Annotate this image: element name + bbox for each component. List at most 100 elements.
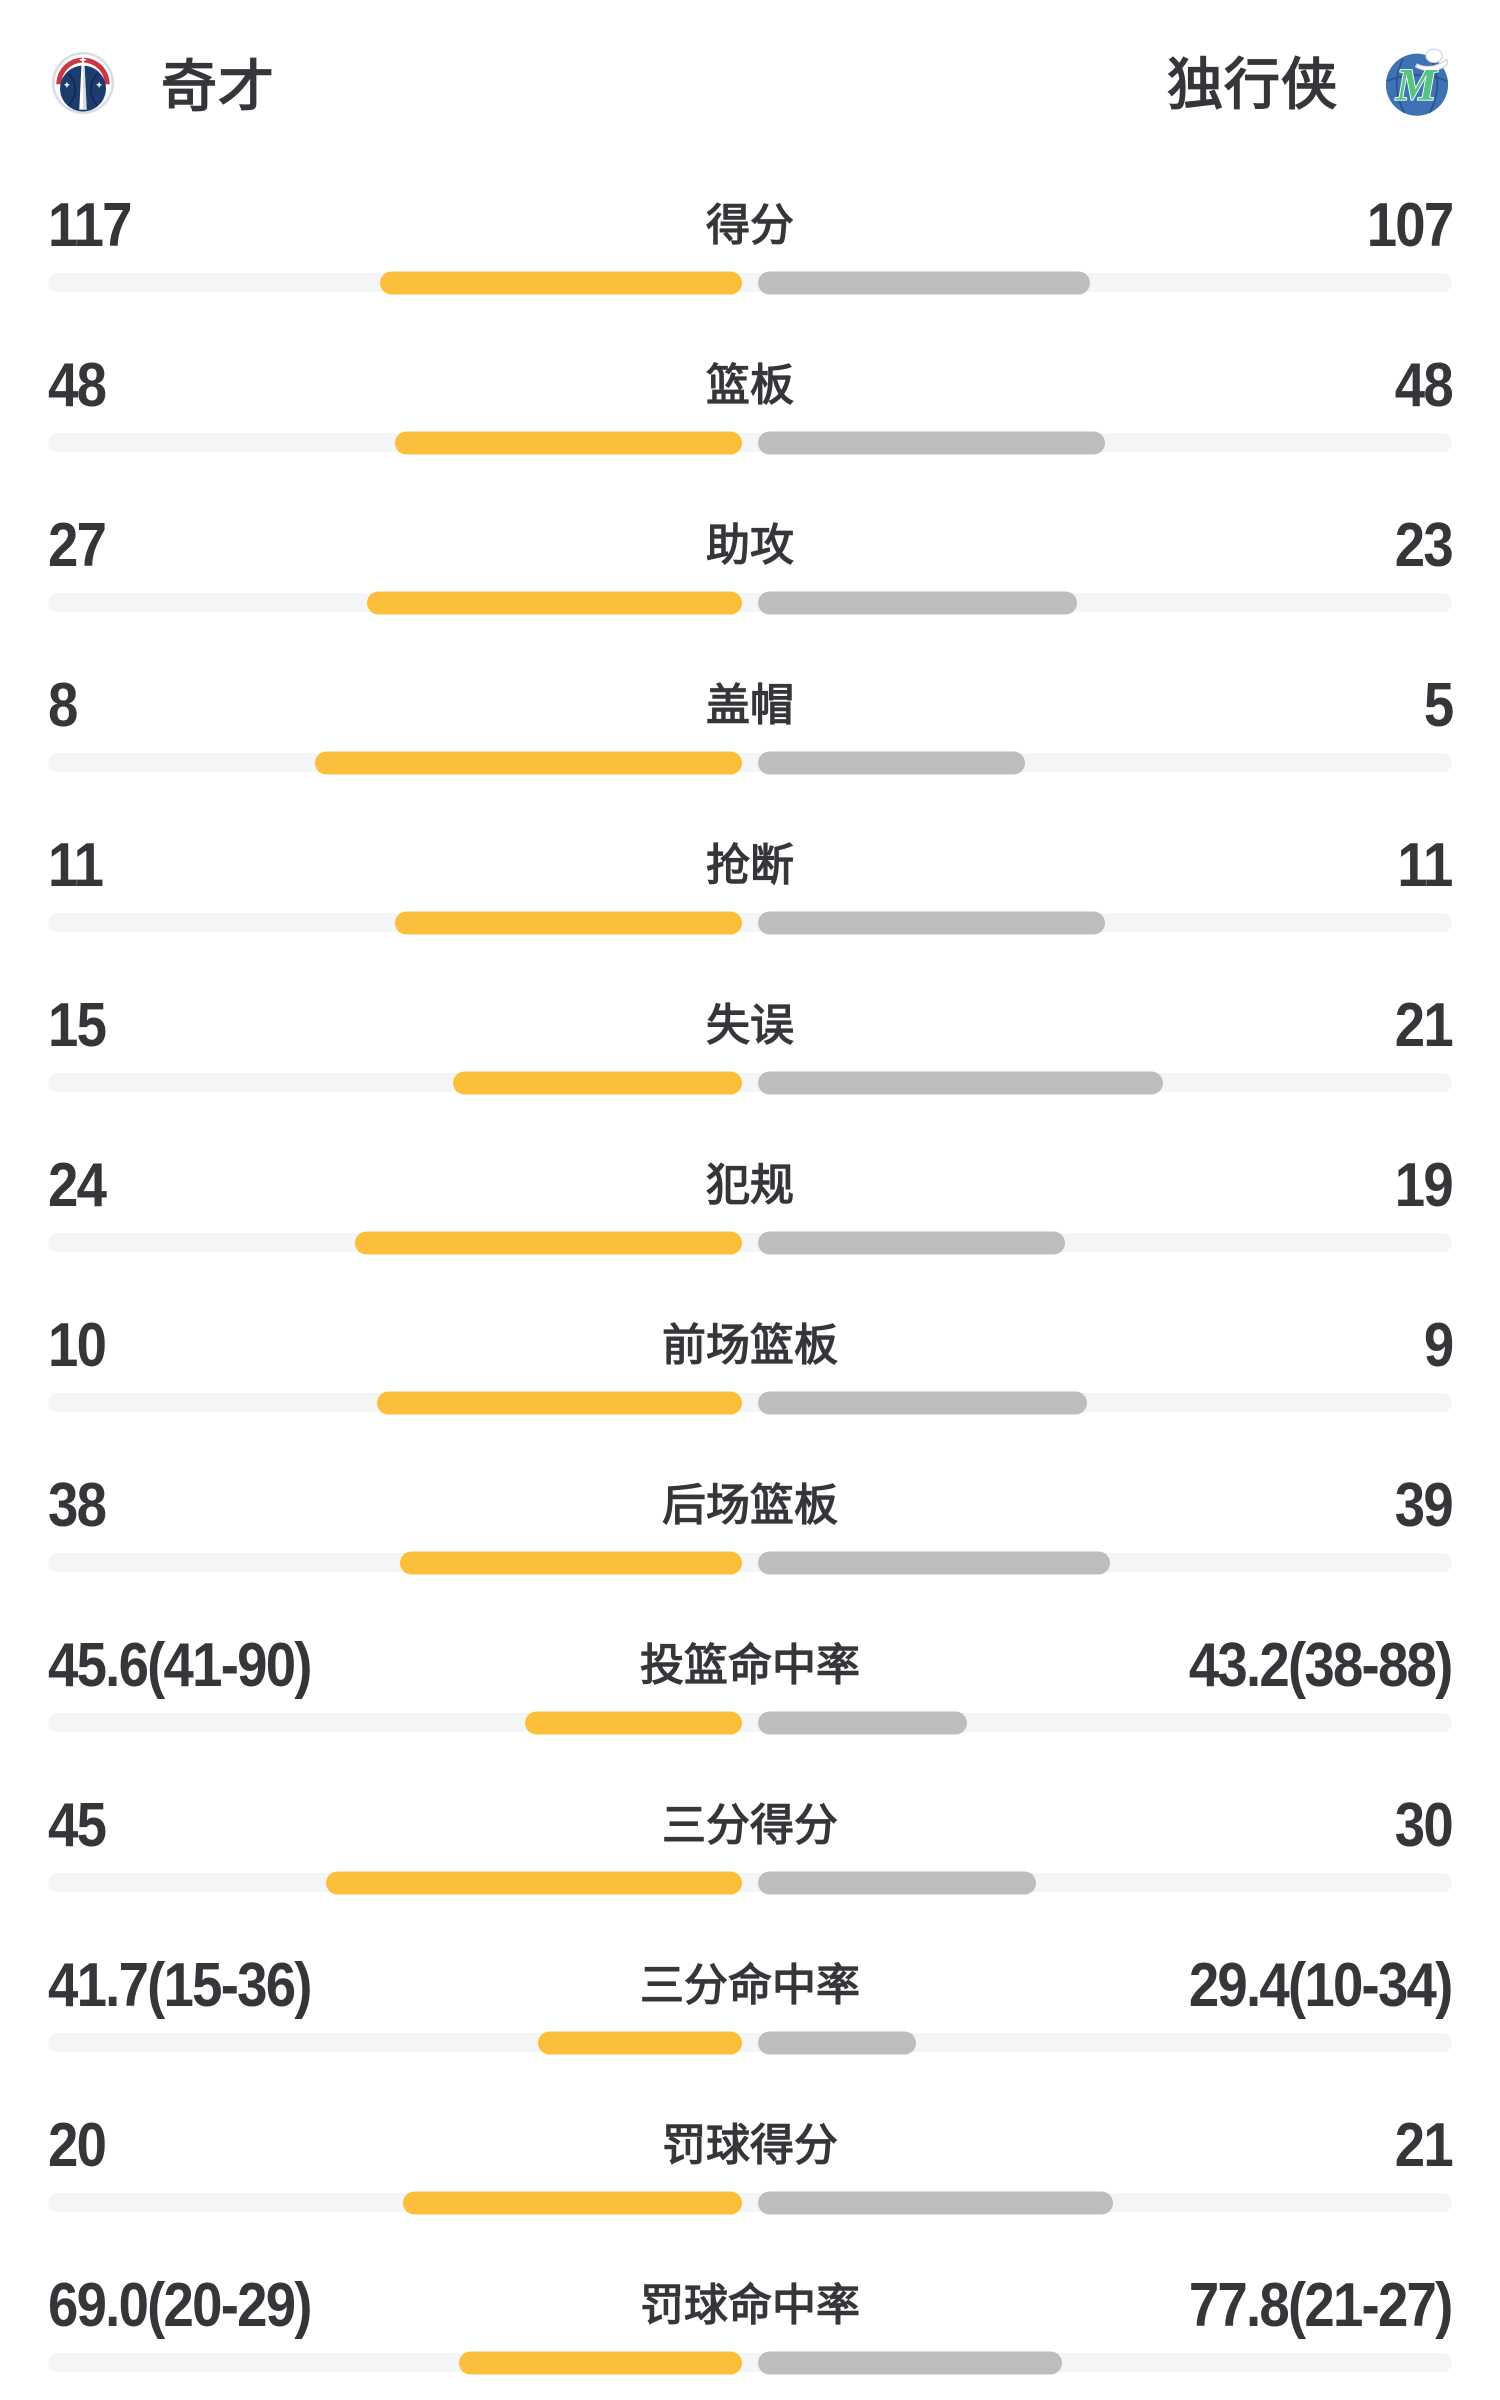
bar-track [48, 1391, 1452, 1414]
home-bar [395, 431, 742, 454]
stat-row: 24 犯规 19 [0, 1080, 1500, 1254]
away-value: 30 [1394, 1791, 1454, 1860]
bar-track [48, 2031, 1452, 2054]
home-value: 117 [48, 191, 133, 260]
stat-row-values: 15 失误 21 [48, 991, 1454, 1060]
stat-row: 41.7(15-36) 三分命中率 29.4(10-34) [0, 1880, 1500, 2054]
stat-label: 投篮命中率 [640, 1641, 860, 1690]
stat-row-values: 45.6(41-90) 投篮命中率 43.2(38-88) [48, 1631, 1454, 1700]
stat-row: 69.0(20-29) 罚球命中率 77.8(21-27) [0, 2200, 1500, 2374]
away-value: 19 [1394, 1151, 1454, 1220]
stat-label: 三分得分 [662, 1801, 838, 1850]
bar-track [48, 1231, 1452, 1254]
away-bar [758, 751, 1025, 774]
bar-track [48, 2351, 1452, 2374]
bar-track [48, 1071, 1452, 1094]
bar-track [48, 911, 1452, 934]
team-home-name: 奇才 [161, 55, 275, 118]
stat-label: 助攻 [706, 521, 794, 570]
stat-row-values: 11 抢断 11 [48, 831, 1454, 900]
home-bar [403, 2191, 742, 2214]
stat-row: 45.6(41-90) 投篮命中率 43.2(38-88) [0, 1560, 1500, 1734]
stat-row-values: 117 得分 107 [48, 191, 1454, 260]
stat-label: 失误 [706, 1001, 794, 1050]
home-value: 27 [48, 511, 107, 580]
stat-row: 38 后场篮板 39 [0, 1400, 1500, 1574]
bar-track [48, 751, 1452, 774]
away-value: 21 [1394, 991, 1454, 1060]
stat-row-values: 45 三分得分 30 [48, 1791, 1454, 1860]
away-bar [758, 1391, 1087, 1414]
stat-label: 得分 [706, 201, 794, 250]
stat-row-values: 20 罚球得分 21 [48, 2111, 1454, 2180]
stat-label: 罚球命中率 [640, 2281, 860, 2330]
wizards-logo-icon [52, 51, 114, 114]
stat-row-values: 41.7(15-36) 三分命中率 29.4(10-34) [48, 1951, 1454, 2020]
away-bar [758, 1871, 1036, 1894]
away-bar [758, 591, 1077, 614]
bar-track [48, 431, 1452, 454]
stat-label: 后场篮板 [662, 1481, 838, 1530]
stat-label: 抢断 [706, 841, 794, 890]
stat-row-values: 69.0(20-29) 罚球命中率 77.8(21-27) [48, 2271, 1454, 2340]
away-value: 77.8(21-27) [1189, 2271, 1453, 2340]
away-bar [758, 1711, 967, 1734]
stat-row: 27 助攻 23 [0, 440, 1500, 614]
home-value: 10 [48, 1311, 107, 1380]
bar-track [48, 1871, 1452, 1894]
stat-row: 45 三分得分 30 [0, 1720, 1500, 1894]
team-away: 独行侠 M [1167, 40, 1454, 121]
home-bar [459, 2351, 742, 2374]
stat-label: 盖帽 [706, 681, 794, 730]
stat-row: 10 前场篮板 9 [0, 1240, 1500, 1414]
home-value: 45.6(41-90) [48, 1631, 312, 1700]
home-bar [453, 1071, 742, 1094]
stat-label: 前场篮板 [662, 1321, 838, 1370]
home-bar [400, 1551, 742, 1574]
stat-label: 犯规 [706, 1161, 794, 1210]
stat-row: 20 罚球得分 21 [0, 2040, 1500, 2214]
home-value: 11 [48, 831, 104, 900]
away-bar [758, 911, 1105, 934]
home-value: 8 [48, 671, 78, 740]
away-value: 21 [1394, 2111, 1454, 2180]
stat-row-values: 38 后场篮板 39 [48, 1471, 1454, 1540]
home-value: 41.7(15-36) [48, 1951, 312, 2020]
away-value: 9 [1423, 1311, 1453, 1380]
stat-label: 三分命中率 [640, 1961, 860, 2010]
bar-track [48, 2191, 1452, 2214]
away-bar [758, 1071, 1163, 1094]
home-bar [525, 1711, 742, 1734]
bar-track [48, 1551, 1452, 1574]
away-bar [758, 1551, 1110, 1574]
team-away-name: 独行侠 [1167, 53, 1338, 116]
home-bar [395, 911, 742, 934]
away-value: 39 [1394, 1471, 1454, 1540]
away-value: 23 [1394, 511, 1454, 580]
stat-row: 11 抢断 11 [0, 760, 1500, 934]
stat-row-values: 27 助攻 23 [48, 511, 1454, 580]
home-bar [377, 1391, 742, 1414]
away-value: 11 [1397, 831, 1454, 900]
away-bar [758, 431, 1105, 454]
home-value: 69.0(20-29) [48, 2271, 312, 2340]
away-bar [758, 2191, 1113, 2214]
stat-label: 罚球得分 [662, 2121, 838, 2170]
team-home: 奇才 [52, 42, 275, 123]
away-value: 5 [1423, 671, 1453, 740]
home-bar [315, 751, 742, 774]
match-header: 奇才 独行侠 M [0, 0, 1500, 120]
away-value: 43.2(38-88) [1189, 1631, 1453, 1700]
home-value: 45 [48, 1791, 107, 1860]
stat-row: 8 盖帽 5 [0, 600, 1500, 774]
stat-row: 15 失误 21 [0, 920, 1500, 1094]
bar-track [48, 591, 1452, 614]
stat-row-values: 48 篮板 48 [48, 351, 1454, 420]
home-value: 48 [48, 351, 107, 420]
stats-comparison-list: 117 得分 107 48 篮板 48 27 助攻 23 [0, 120, 1500, 2374]
away-bar [758, 271, 1090, 294]
away-value: 29.4(10-34) [1189, 1951, 1453, 2020]
away-bar [758, 2031, 916, 2054]
home-bar [380, 271, 742, 294]
stat-label: 篮板 [706, 361, 794, 410]
